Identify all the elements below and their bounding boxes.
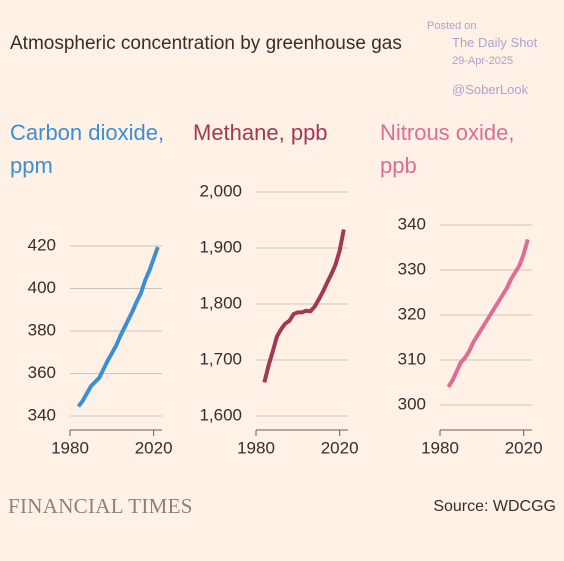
- y-tick-label: 320: [398, 304, 426, 323]
- y-tick-label: 2,000: [199, 181, 242, 200]
- watermark-handle: @SoberLook: [452, 82, 529, 97]
- y-tick-label: 340: [28, 405, 56, 424]
- x-tick-label: 2020: [135, 438, 173, 457]
- y-tick-label: 340: [398, 214, 426, 233]
- page-title: Atmospheric concentration by greenhouse …: [10, 33, 402, 54]
- x-tick-label: 1980: [421, 438, 459, 457]
- data-line: [446, 238, 530, 389]
- source: Source: WDCGG: [433, 498, 556, 515]
- y-tick-label: 420: [28, 235, 56, 254]
- y-tick-label: 1,800: [199, 293, 242, 312]
- y-tick-label: 310: [398, 349, 426, 368]
- x-tick-label: 1980: [51, 438, 89, 457]
- x-tick-label: 2020: [505, 438, 543, 457]
- y-tick-label: 330: [398, 259, 426, 278]
- y-tick-label: 1,700: [199, 349, 242, 368]
- y-tick-label: 380: [28, 320, 56, 339]
- chart-title: Carbon dioxide, ppm: [10, 120, 165, 178]
- x-tick-label: 2020: [321, 438, 359, 457]
- watermark-date: 29-Apr-2025: [452, 55, 514, 67]
- y-tick-label: 300: [398, 394, 426, 413]
- y-tick-label: 1,600: [199, 405, 242, 424]
- y-tick-label: 360: [28, 363, 56, 382]
- chart-title: Methane, ppb: [193, 120, 328, 145]
- y-tick-label: 1,900: [199, 237, 242, 256]
- x-tick-label: 1980: [237, 438, 275, 457]
- brand-logo: FINANCIAL TIMES: [8, 494, 193, 518]
- y-tick-label: 400: [28, 278, 56, 297]
- data-line: [76, 246, 160, 408]
- chart-title: Nitrous oxide, ppb: [380, 120, 515, 178]
- watermark-site: The Daily Shot: [452, 35, 538, 50]
- watermark-posted: Posted on: [427, 20, 477, 32]
- data-line: [262, 229, 346, 383]
